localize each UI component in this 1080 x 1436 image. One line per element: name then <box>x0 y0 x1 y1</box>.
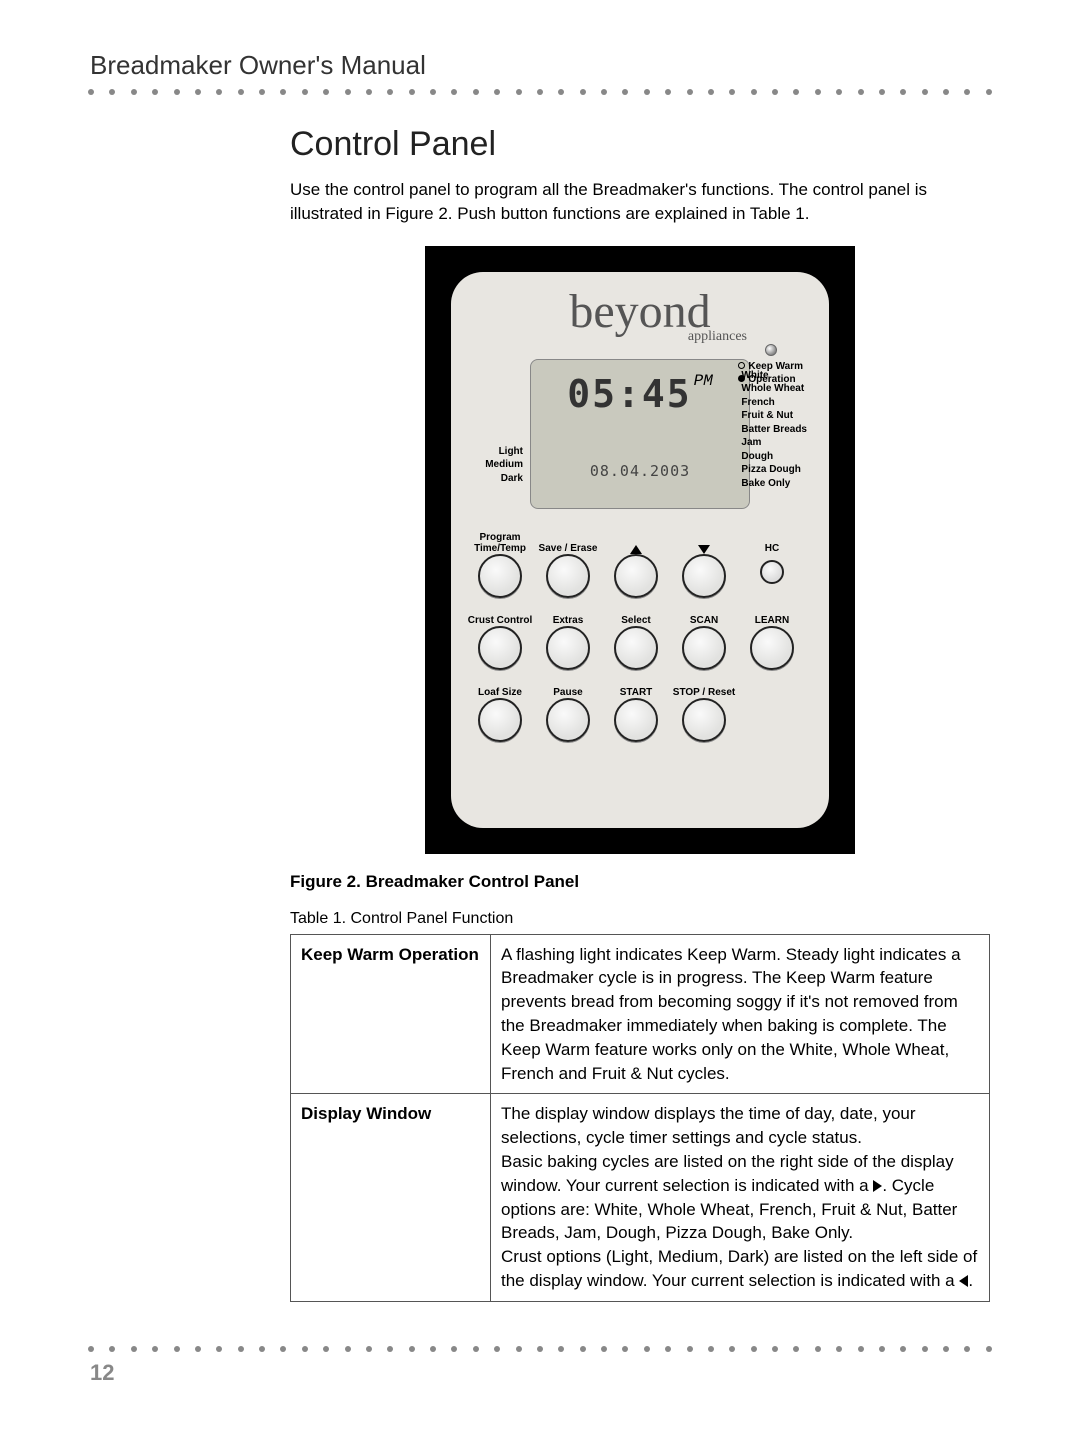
panel-button[interactable]: Crust Control <box>471 604 529 670</box>
control-panel-figure: beyond appliances Keep Warm Operation Li… <box>425 246 855 854</box>
right-arrow-icon <box>873 1180 882 1192</box>
table-row-desc: The display window displays the time of … <box>491 1094 990 1301</box>
section-title: Control Panel <box>290 125 990 164</box>
lcd-display: 05:45PM 08.04.2003 <box>530 359 750 509</box>
intro-text: Use the control panel to program all the… <box>290 178 990 226</box>
page-number: 12 <box>90 1360 990 1386</box>
panel-button[interactable]: Extras <box>539 604 597 670</box>
panel-button[interactable]: ProgramTime/Temp <box>471 532 529 598</box>
panel-button[interactable] <box>675 532 733 598</box>
panel-button[interactable]: LEARN <box>743 604 801 670</box>
panel-button[interactable]: Select <box>607 604 665 670</box>
panel-button[interactable]: HC <box>743 532 801 584</box>
panel-button[interactable]: START <box>607 676 665 742</box>
table-caption: Table 1. Control Panel Function <box>290 910 990 928</box>
left-arrow-icon <box>959 1275 968 1287</box>
cycle-labels: WhiteWhole WheatFrenchFruit & NutBatter … <box>741 369 807 491</box>
panel-button[interactable] <box>607 532 665 598</box>
indicator-block: Keep Warm Operation <box>738 344 803 386</box>
panel-button[interactable]: Save / Erase <box>539 532 597 598</box>
divider-dots-bottom <box>88 1346 992 1352</box>
panel-button[interactable]: STOP / Reset <box>675 676 733 742</box>
brand-logo: beyond appliances <box>471 290 809 345</box>
crust-labels: LightMediumDark <box>475 445 523 486</box>
function-table: Keep Warm OperationA flashing light indi… <box>290 934 990 1302</box>
panel-button[interactable]: Pause <box>539 676 597 742</box>
manual-title: Breadmaker Owner's Manual <box>90 50 990 81</box>
table-row-desc: A flashing light indicates Keep Warm. St… <box>491 934 990 1094</box>
figure-caption: Figure 2. Breadmaker Control Panel <box>290 872 990 892</box>
panel-button[interactable]: Loaf Size <box>471 676 529 742</box>
panel-button[interactable]: SCAN <box>675 604 733 670</box>
divider-dots-top <box>88 89 992 95</box>
table-row-label: Display Window <box>291 1094 491 1301</box>
button-grid: ProgramTime/TempSave / Erase HC Crust Con… <box>471 532 809 742</box>
table-row-label: Keep Warm Operation <box>291 934 491 1094</box>
indicator-led <box>765 344 777 356</box>
